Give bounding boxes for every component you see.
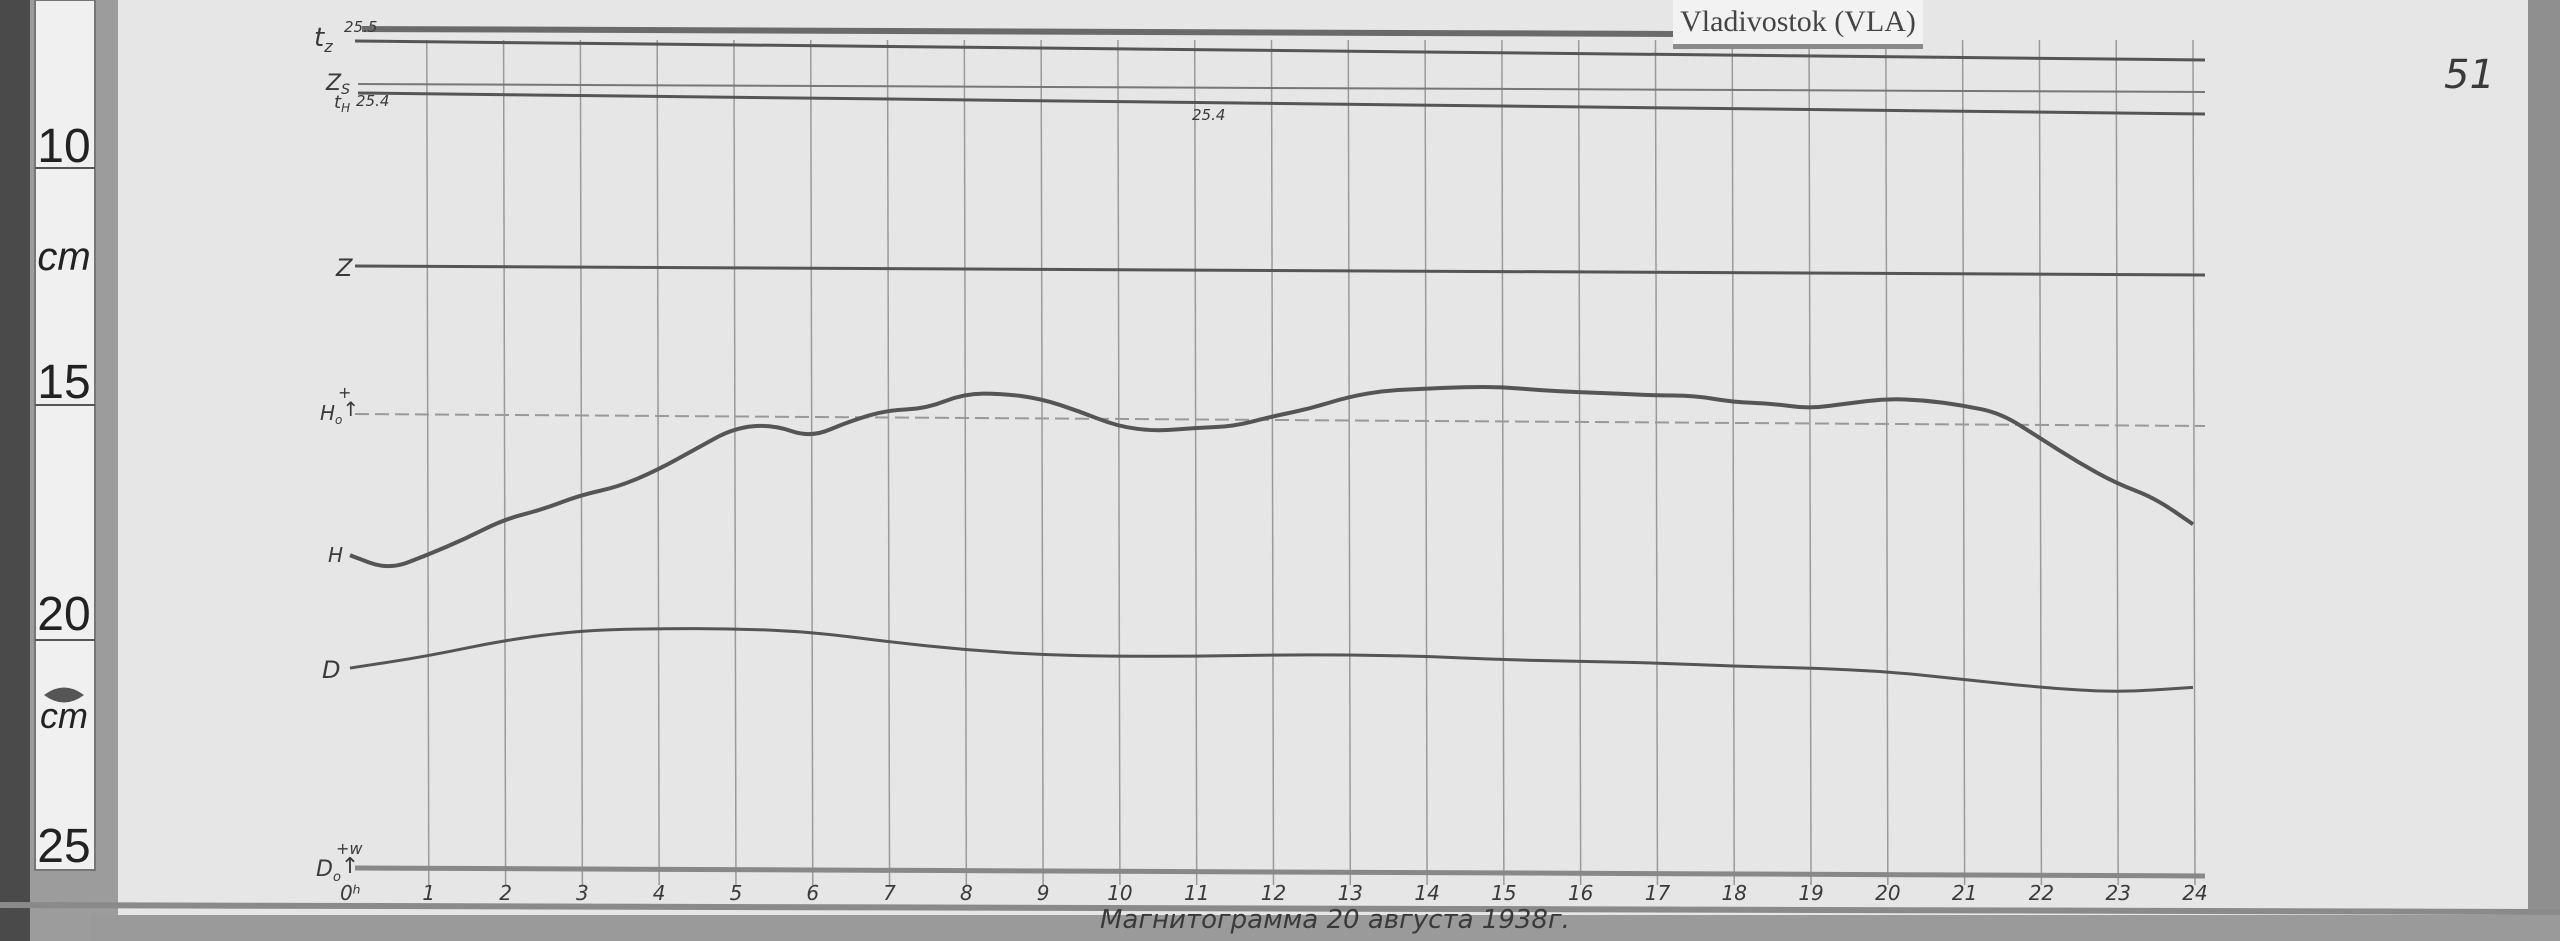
- tz-baseline: [354, 39, 2206, 62]
- h0-baseline: [354, 413, 2206, 427]
- tick-label-22: 22: [2029, 881, 2054, 905]
- label-th-value: 25.4: [356, 92, 389, 110]
- label-origin: 0ʰ: [340, 881, 361, 905]
- tick-label-20: 20: [1875, 881, 1900, 905]
- tick-label-19: 19: [1798, 881, 1823, 905]
- tick-label-18: 18: [1722, 881, 1747, 905]
- label-h: H: [328, 543, 343, 567]
- station-label: Vladivostok (VLA): [1673, 0, 1923, 49]
- label-d: D: [322, 656, 340, 684]
- tick-label-15: 15: [1491, 881, 1516, 905]
- grid-line-hour-4: [656, 39, 660, 886]
- d0-baseline: [354, 865, 2206, 879]
- tick-label-23: 23: [2105, 881, 2130, 905]
- grid-line-hour-8: [963, 39, 968, 886]
- tick-label-24: 24: [2182, 881, 2207, 905]
- paper-fold-line: [0, 902, 2560, 915]
- tick-label-10: 10: [1107, 881, 1132, 905]
- trace-h: [349, 384, 2195, 569]
- tick-label-6: 6: [806, 881, 819, 905]
- th-baseline: [357, 91, 2206, 116]
- grid-line-hour-18: [1731, 39, 1735, 886]
- grid-line-hour-24: [2192, 39, 2196, 886]
- tick-label-5: 5: [730, 881, 743, 905]
- tick-label-8: 8: [960, 881, 973, 905]
- tick-label-1: 1: [422, 881, 435, 905]
- label-th: tH: [334, 92, 350, 115]
- label-h0: Ho↑: [320, 397, 359, 427]
- grid-line-hour-7: [886, 39, 891, 886]
- tick-label-21: 21: [1952, 881, 1977, 905]
- label-zs: ZS: [325, 71, 350, 98]
- grid-line-hour-22: [2038, 39, 2043, 886]
- traces: [349, 384, 2195, 693]
- tick-label-9: 9: [1037, 881, 1050, 905]
- label-tz-value: 25.5: [344, 18, 377, 36]
- tz-thermometer-band: [361, 26, 1674, 37]
- grid-line-hour-21: [1961, 39, 1966, 886]
- grid-line-hour-23: [2115, 39, 2119, 886]
- tick-label-12: 12: [1261, 881, 1286, 905]
- grid-line-hour-14: [1424, 39, 1428, 886]
- grid-line-hour-6: [810, 39, 814, 886]
- paper-sheet: [118, 0, 2528, 915]
- grid-line-hour-2: [502, 39, 507, 886]
- z-baseline: [354, 264, 2206, 277]
- grid-line-hour-9: [1040, 39, 1044, 886]
- hour-grid: [426, 39, 2196, 886]
- label-d0: Do↑: [316, 854, 359, 885]
- tick-label-2: 2: [499, 881, 512, 905]
- tick-label-13: 13: [1338, 881, 1363, 905]
- tick-label-14: 14: [1414, 881, 1439, 905]
- tick-label-17: 17: [1645, 881, 1671, 905]
- ruler-label-15: 15: [37, 356, 90, 409]
- grid-line-hour-10: [1117, 39, 1121, 886]
- hour-tick-labels: 1 2 3 4 5 6 7 8 9 10 11 12 13 14 15 16 17 18 19 20 21 22 23 24: [422, 881, 2207, 905]
- tick-label-7: 7: [883, 881, 896, 905]
- label-h0-sign: +: [338, 383, 351, 402]
- backdrop-right: [2528, 0, 2560, 941]
- grid-line-hour-3: [579, 39, 584, 886]
- zs-baseline: [357, 83, 2206, 93]
- grid-line-hour-17: [1654, 39, 1659, 886]
- ruler-unit-cm: cm: [37, 235, 90, 279]
- label-mid-value: 25.4: [1192, 106, 1225, 124]
- grid-line-hour-12: [1270, 39, 1275, 886]
- ruler-label-10: 10: [37, 120, 90, 173]
- tick-label-4: 4: [653, 881, 666, 905]
- scale-ruler: [34, 0, 96, 871]
- tick-label-3: 3: [576, 881, 589, 905]
- ruler-label-20: 20: [37, 588, 90, 641]
- label-z: Z: [335, 254, 353, 282]
- backdrop-bottom: [90, 915, 2560, 941]
- grid-line-hour-19: [1808, 39, 1812, 886]
- grid-line-hour-15: [1501, 39, 1505, 886]
- grid-line-hour-13: [1347, 39, 1352, 886]
- label-d0-sign: +w: [336, 839, 363, 858]
- grid-line-hour-16: [1577, 39, 1582, 886]
- ruler-label-25: 25: [37, 820, 90, 873]
- handwritten-caption: Магнитограмма 20 августа 1938г.: [1100, 905, 1570, 935]
- ruler-unit-cm-2: cm: [40, 695, 88, 736]
- eye-icon: [44, 687, 84, 703]
- label-tz: tz: [314, 23, 333, 56]
- tick-label-11: 11: [1184, 881, 1209, 905]
- trace-d: [349, 627, 2194, 693]
- backdrop-edge: [0, 0, 30, 941]
- tick-label-16: 16: [1568, 881, 1593, 905]
- grid-line-hour-1: [426, 39, 430, 886]
- sheet-number: 51: [2444, 52, 2495, 98]
- grid-line-hour-20: [1885, 39, 1889, 886]
- grid-line-hour-5: [733, 39, 737, 886]
- grid-line-hour-11: [1193, 39, 1198, 886]
